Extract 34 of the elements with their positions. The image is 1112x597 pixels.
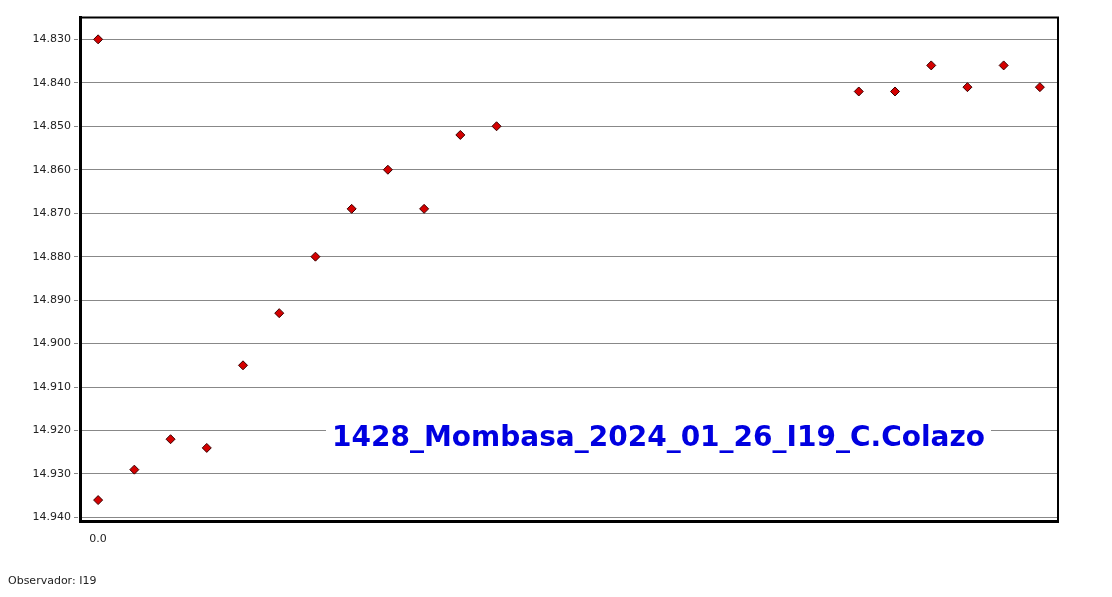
y-tick-label: 14.910 (32, 379, 71, 393)
point (890, 86, 900, 97)
point (129, 464, 140, 475)
y-tick-label: 14.900 (32, 336, 71, 350)
point (382, 164, 393, 175)
y-tick-label: 14.890 (32, 292, 71, 306)
point (238, 360, 248, 371)
point (1034, 82, 1045, 93)
annotation: 1428_Mombasa_2024_01_26_I19_C.Colazo (326, 420, 991, 453)
point (962, 82, 973, 93)
point (346, 203, 357, 214)
y-tick-label: 14.940 (32, 510, 71, 524)
point (165, 434, 176, 445)
y-tick-label: 14.870 (32, 206, 71, 220)
y-tick-label: 14.880 (32, 249, 71, 263)
point (274, 308, 285, 319)
y-tick-label: 14.920 (32, 423, 71, 437)
point (93, 34, 104, 45)
y-tick-label: 14.930 (32, 466, 71, 480)
y-tick-label: 14.840 (32, 75, 71, 89)
y-tick-label: 14.850 (32, 119, 71, 133)
point (926, 60, 937, 71)
point (853, 86, 864, 97)
point (93, 495, 104, 506)
y-tick-label: 14.830 (32, 32, 71, 46)
point (201, 442, 212, 453)
y-tick-label: 14.860 (32, 162, 71, 176)
x-tick-label: 0.0 (89, 532, 107, 546)
point (310, 251, 321, 262)
point (491, 121, 502, 132)
point (455, 129, 466, 140)
text: Observador: I19 (8, 574, 97, 587)
point (998, 60, 1009, 71)
point (419, 203, 430, 214)
